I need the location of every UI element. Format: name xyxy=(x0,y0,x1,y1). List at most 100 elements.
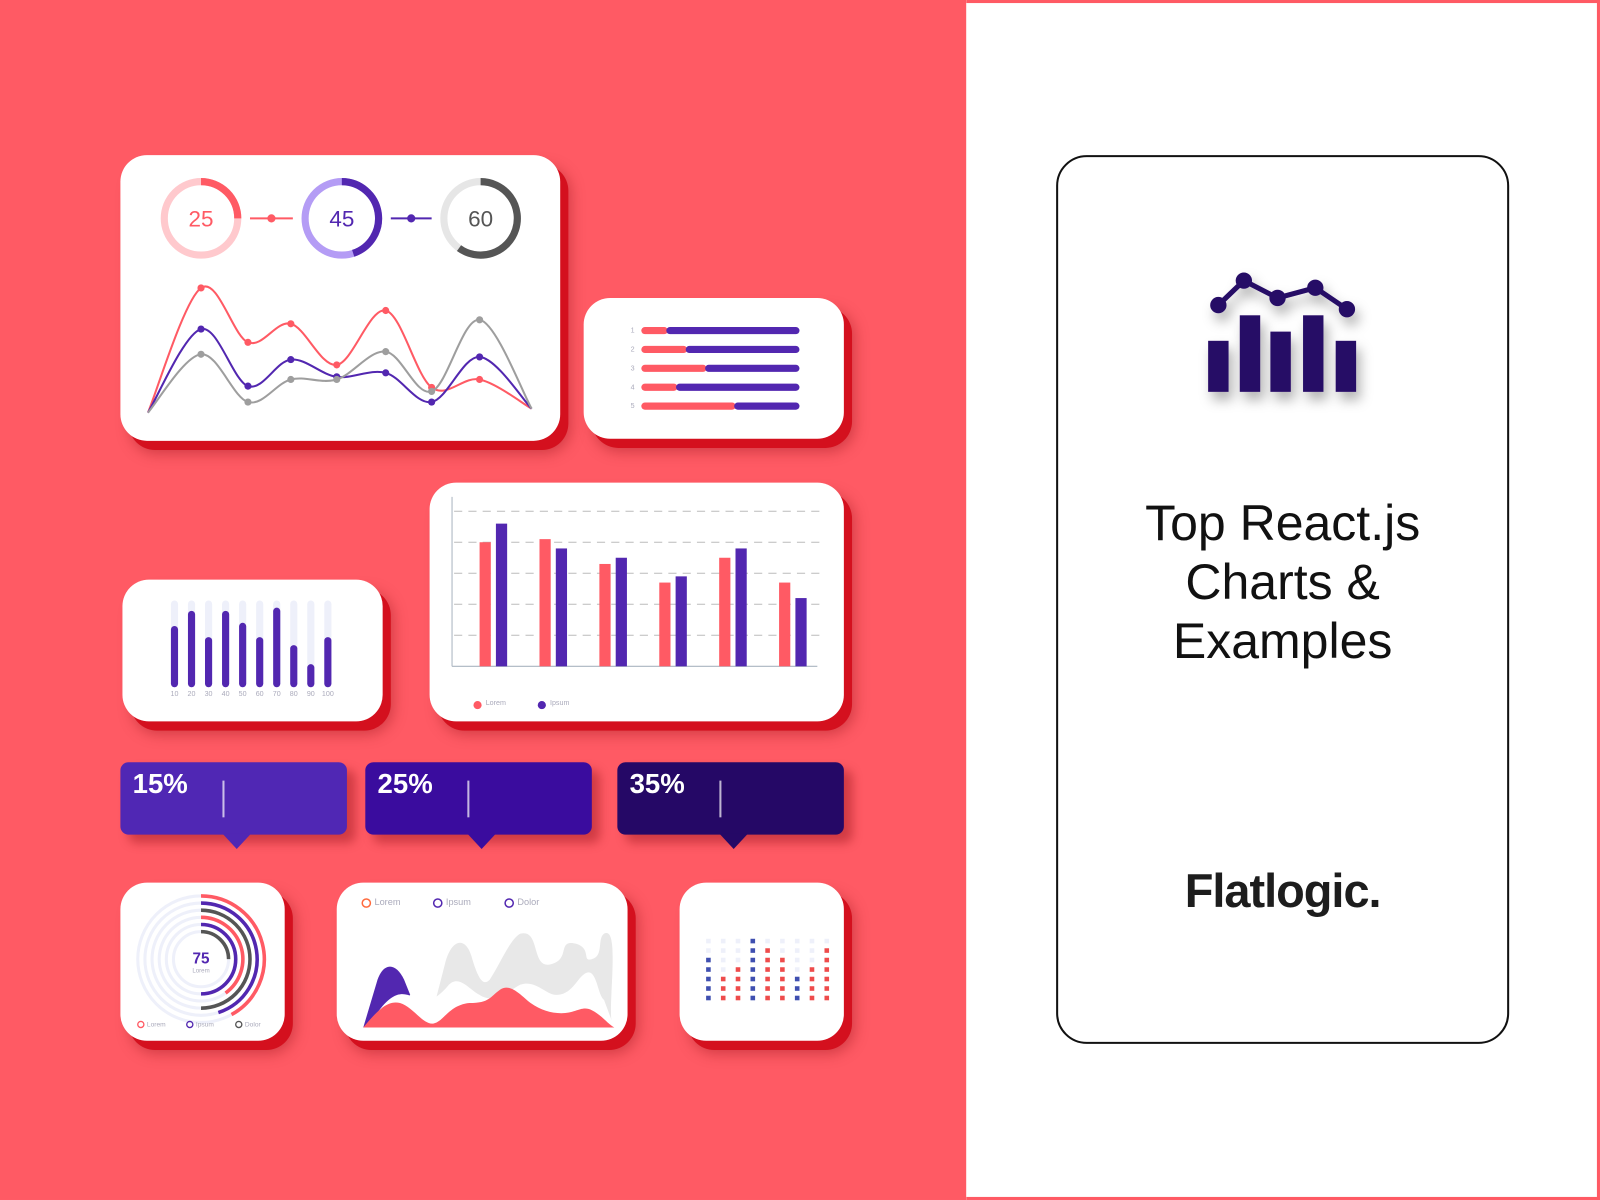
matrix-cell xyxy=(794,938,800,944)
matrix-cell xyxy=(735,995,741,1001)
bar-label: 60 xyxy=(256,690,264,698)
red-bar xyxy=(719,557,731,667)
line-point xyxy=(244,398,252,406)
matrix-cell xyxy=(720,967,726,972)
matrix-cell xyxy=(780,967,785,972)
matrix-cell xyxy=(809,986,815,991)
matrix-cell xyxy=(780,986,785,991)
grouped-bar-card: Lorem Ipsum xyxy=(429,482,844,722)
matrix-cell xyxy=(824,948,830,953)
line-point xyxy=(476,353,484,361)
matrix-cell xyxy=(794,976,800,982)
donut-line-chart: 25 45 60 xyxy=(147,178,533,414)
line-point xyxy=(287,375,295,384)
matrix-cell xyxy=(794,995,800,1001)
matrix-cell xyxy=(706,938,711,944)
connector-dot xyxy=(407,214,416,223)
legend-label: Ipsum xyxy=(550,699,569,707)
dot-matrix-card xyxy=(679,882,844,1041)
matrix-cell xyxy=(794,986,800,991)
bar-label: 20 xyxy=(188,690,196,698)
matrix-cell xyxy=(750,986,756,991)
tooltip-value: 35% xyxy=(629,768,685,799)
area-chart: Lorem Ipsum Dolor xyxy=(361,897,615,1028)
legend-dot xyxy=(473,701,482,710)
cursor-line xyxy=(467,780,470,818)
matrix-cell xyxy=(824,986,830,991)
matrix-cell xyxy=(750,948,756,953)
vertical-bar-card: 10 20 30 40 50 60 70 80 90 100 xyxy=(122,579,383,722)
area-ipsum xyxy=(363,966,411,1028)
matrix-cell xyxy=(809,976,815,982)
tooltip-15: 15% xyxy=(120,762,347,849)
matrix-cell xyxy=(824,957,830,963)
matrix-cell xyxy=(765,976,770,982)
line-point xyxy=(428,398,436,406)
legend-label: Lorem xyxy=(374,897,400,907)
matrix-cell xyxy=(765,957,770,963)
bar-label: 10 xyxy=(171,690,179,698)
line-point xyxy=(197,284,205,292)
matrix-cell xyxy=(765,938,770,944)
title-line: Examples xyxy=(1172,614,1393,670)
donut-progress xyxy=(341,178,383,257)
tooltip-35: 35% xyxy=(617,762,844,849)
row-label: 5 xyxy=(631,402,635,410)
area-lorem xyxy=(363,987,615,1028)
legend-label: Lorem xyxy=(486,699,506,707)
area-card: Lorem Ipsum Dolor xyxy=(336,882,628,1041)
matrix-cell xyxy=(809,948,815,953)
vertical-bar-chart: 10 20 30 40 50 60 70 80 90 100 xyxy=(171,600,334,698)
line-point xyxy=(244,382,252,390)
legend-label: Ipsum xyxy=(196,1022,215,1029)
matrix-cell xyxy=(750,976,756,982)
matrix-cell xyxy=(765,995,770,1001)
matrix-cell xyxy=(720,976,726,982)
ring-arc xyxy=(200,929,231,960)
line-point xyxy=(287,356,295,364)
matrix-cell xyxy=(735,948,741,953)
bar-label: 70 xyxy=(273,690,281,698)
line-point xyxy=(428,387,436,395)
line-point xyxy=(244,338,252,346)
legend-marker xyxy=(137,1020,145,1029)
ring-arc xyxy=(201,922,238,996)
matrix-cell xyxy=(794,957,800,963)
promo-card: Top React.js Charts & Examples Flatlogic… xyxy=(1056,155,1510,1044)
matrix-cell xyxy=(765,986,770,991)
donut-progress xyxy=(456,178,521,259)
matrix-cell xyxy=(735,938,741,944)
bar-label: 80 xyxy=(290,690,298,698)
line-series xyxy=(147,285,533,414)
tooltip-value: 15% xyxy=(132,768,188,799)
tooltip-pointer xyxy=(719,833,748,849)
matrix-cell xyxy=(735,976,741,982)
matrix-cell xyxy=(706,995,711,1001)
matrix-cell xyxy=(720,995,726,1001)
matrix-cell xyxy=(750,938,756,944)
legend-label: Lorem xyxy=(147,1022,166,1029)
matrix-cell xyxy=(824,995,830,1001)
red-bar xyxy=(659,582,671,667)
legend-label: Dolor xyxy=(245,1022,262,1029)
donut-value: 25 xyxy=(189,207,214,232)
red-bar xyxy=(479,542,491,667)
title-line: Top React.js xyxy=(1145,495,1421,552)
legend-dot xyxy=(537,701,546,710)
line-point xyxy=(382,348,390,356)
red-bar xyxy=(539,539,551,667)
line-series xyxy=(147,328,533,414)
tooltip-25: 25% xyxy=(365,762,592,849)
matrix-cell xyxy=(720,957,726,963)
radial-card: 75 Lorem Lorem Ipsum Dolor xyxy=(120,882,285,1041)
row-label: 2 xyxy=(631,346,635,354)
matrix-cell xyxy=(735,957,741,963)
matrix-cell xyxy=(809,938,815,944)
matrix-cell xyxy=(706,986,711,991)
matrix-cell xyxy=(780,995,785,1001)
line-point xyxy=(197,350,205,358)
cursor-line xyxy=(222,780,225,818)
radial-caption: Lorem xyxy=(192,967,209,974)
matrix-cell xyxy=(824,967,830,972)
matrix-cell xyxy=(824,976,830,982)
